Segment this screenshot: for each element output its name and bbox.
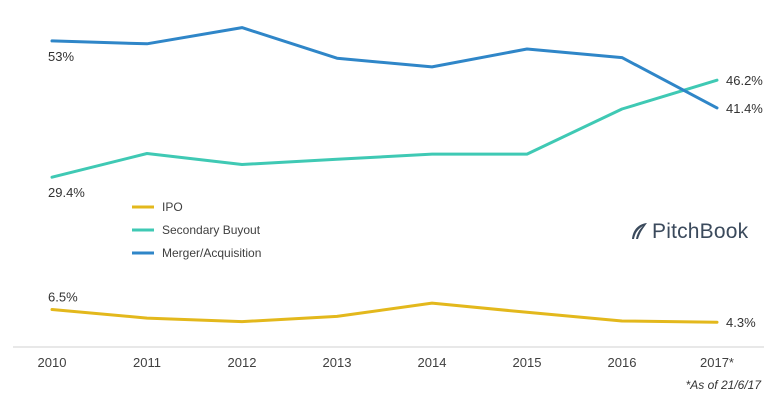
feather-icon: [632, 223, 647, 239]
data-label: 29.4%: [48, 185, 85, 200]
x-tick-label: 2012: [228, 355, 257, 370]
legend-entry-label: Merger/Acquisition: [162, 246, 261, 260]
legend-entry-label: IPO: [162, 200, 183, 214]
data-label: 53%: [48, 49, 74, 64]
x-tick-label: 2014: [418, 355, 447, 370]
series-line-merger-acquisition: [50, 26, 719, 110]
x-tick-label: 2016: [608, 355, 637, 370]
series-line-ipo: [50, 301, 719, 324]
pitchbook-logo: PitchBook: [628, 220, 748, 244]
data-label: 46.2%: [726, 73, 763, 88]
x-tick-label: 2017*: [700, 355, 734, 370]
x-axis-ticks: 2010 2011 2012 2013 2014 2015 2016 2017*: [38, 355, 734, 370]
brand-name: PitchBook: [652, 220, 749, 243]
x-tick-label: 2015: [513, 355, 542, 370]
legend-entry-label: Secondary Buyout: [162, 223, 261, 237]
x-tick-label: 2013: [323, 355, 352, 370]
footnote: *As of 21/6/17: [685, 378, 761, 392]
data-labels: 53% 29.4% 6.5% 46.2% 41.4% 4.3%: [48, 49, 763, 330]
x-tick-label: 2011: [133, 355, 161, 370]
series-line-secondary-buyout: [50, 78, 719, 179]
data-label: 6.5%: [48, 289, 78, 304]
series-layer: [50, 26, 719, 324]
legend: IPO Secondary Buyout Merger/Acquisition: [132, 200, 261, 260]
x-tick-label: 2010: [38, 355, 67, 370]
data-label: 41.4%: [726, 101, 763, 116]
data-label: 4.3%: [726, 315, 756, 330]
